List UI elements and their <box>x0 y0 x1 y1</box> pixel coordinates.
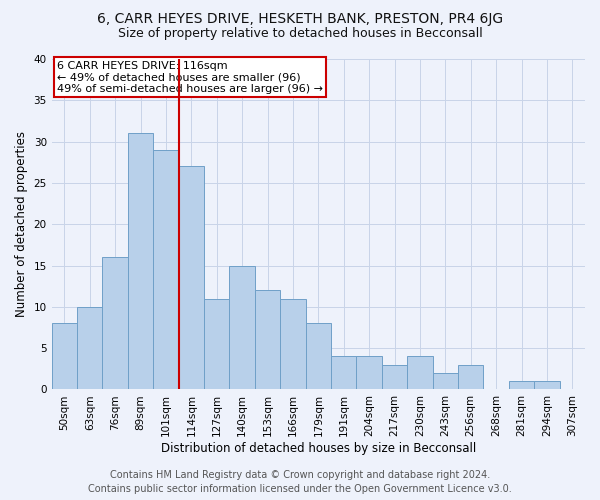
Bar <box>433 373 458 390</box>
Bar <box>204 298 229 390</box>
Bar <box>534 381 560 390</box>
Bar <box>229 266 255 390</box>
Bar <box>382 364 407 390</box>
Bar <box>305 324 331 390</box>
Y-axis label: Number of detached properties: Number of detached properties <box>15 131 28 317</box>
Bar <box>103 258 128 390</box>
Bar <box>255 290 280 390</box>
Bar <box>77 307 103 390</box>
Bar <box>128 134 153 390</box>
X-axis label: Distribution of detached houses by size in Becconsall: Distribution of detached houses by size … <box>161 442 476 455</box>
Text: Size of property relative to detached houses in Becconsall: Size of property relative to detached ho… <box>118 28 482 40</box>
Bar <box>280 298 305 390</box>
Bar <box>331 356 356 390</box>
Text: 6 CARR HEYES DRIVE: 116sqm
← 49% of detached houses are smaller (96)
49% of semi: 6 CARR HEYES DRIVE: 116sqm ← 49% of deta… <box>57 60 323 94</box>
Text: 6, CARR HEYES DRIVE, HESKETH BANK, PRESTON, PR4 6JG: 6, CARR HEYES DRIVE, HESKETH BANK, PREST… <box>97 12 503 26</box>
Bar <box>52 324 77 390</box>
Bar <box>407 356 433 390</box>
Bar <box>458 364 484 390</box>
Bar <box>356 356 382 390</box>
Bar <box>509 381 534 390</box>
Bar <box>153 150 179 390</box>
Text: Contains HM Land Registry data © Crown copyright and database right 2024.
Contai: Contains HM Land Registry data © Crown c… <box>88 470 512 494</box>
Bar <box>179 166 204 390</box>
